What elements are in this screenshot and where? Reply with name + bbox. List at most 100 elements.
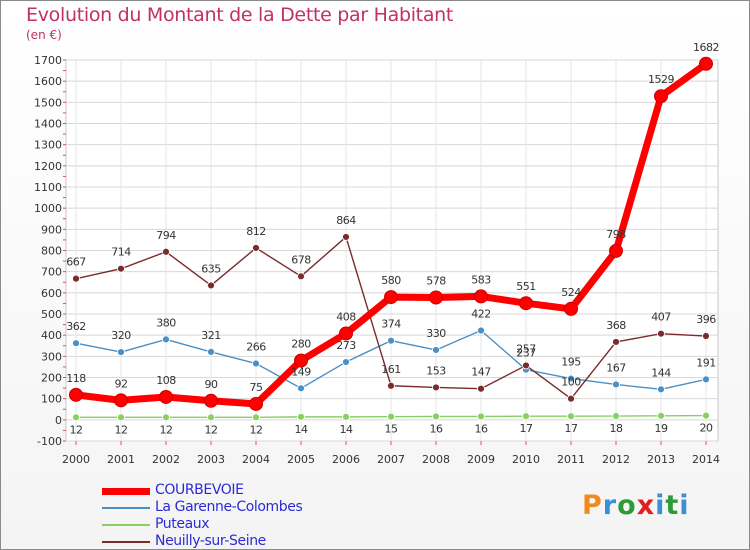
data-label: 266 — [246, 341, 266, 354]
y-tick-label: 900 — [41, 223, 62, 236]
data-point — [477, 384, 485, 393]
data-label: 798 — [606, 228, 626, 241]
data-label: 280 — [291, 338, 311, 351]
data-label: 90 — [205, 378, 218, 391]
data-point — [72, 339, 80, 348]
data-label: 118 — [66, 372, 86, 385]
data-point — [72, 413, 80, 422]
legend-label-puteaux: Puteaux — [155, 516, 210, 532]
logo-letter: P — [582, 490, 603, 521]
x-tick-label: 2000 — [62, 453, 90, 466]
data-point — [432, 383, 440, 392]
logo-letter: i — [655, 490, 666, 521]
data-label: 812 — [246, 225, 266, 238]
data-label: 12 — [205, 423, 218, 436]
data-label: 714 — [111, 246, 131, 259]
data-label: 153 — [426, 364, 446, 377]
data-point — [207, 347, 215, 356]
legend-swatch-puteaux — [102, 524, 150, 526]
data-label: 195 — [561, 356, 581, 369]
data-point — [564, 301, 578, 316]
data-label: 380 — [156, 316, 176, 329]
y-tick-label: 100 — [41, 393, 62, 406]
x-tick-label: 2007 — [377, 453, 405, 466]
data-point — [657, 411, 665, 420]
data-point — [657, 329, 665, 338]
data-point — [432, 412, 440, 421]
data-label: 396 — [696, 313, 716, 326]
data-point — [72, 274, 80, 283]
proxiti-logo: Proxiti — [582, 490, 690, 521]
x-tick-label: 2002 — [152, 453, 180, 466]
data-point — [207, 413, 215, 422]
y-tick-label: 1700 — [34, 54, 62, 67]
legend-swatch-neuilly-sur-seine — [102, 541, 150, 543]
x-tick-label: 2012 — [602, 453, 630, 466]
data-point — [252, 244, 260, 252]
legend-label-la-garenne-colombes: La Garenne-Colombes — [155, 499, 303, 515]
legend-label-neuilly-sur-seine: Neuilly-sur-Seine — [155, 533, 266, 549]
data-label: 362 — [66, 320, 86, 333]
data-label: 15 — [385, 423, 398, 436]
data-point — [117, 413, 125, 422]
data-point — [567, 412, 575, 421]
data-point — [342, 358, 350, 366]
data-label: 551 — [516, 280, 536, 293]
data-label: 12 — [70, 423, 83, 436]
data-label: 321 — [201, 329, 221, 342]
data-point — [117, 264, 125, 273]
y-tick-label: 300 — [41, 350, 62, 363]
data-point — [522, 361, 530, 370]
data-label: 16 — [430, 422, 443, 435]
data-label: 108 — [156, 374, 176, 387]
data-label: 147 — [471, 366, 491, 379]
data-point — [342, 233, 350, 241]
data-label: 12 — [160, 423, 173, 436]
logo-letter: r — [602, 490, 618, 521]
data-point — [69, 387, 83, 402]
data-label: 407 — [651, 311, 671, 324]
x-tick-label: 2009 — [467, 453, 495, 466]
y-tick-label: 1100 — [34, 181, 62, 194]
data-label: 14 — [340, 423, 353, 436]
logo-letter: x — [636, 490, 656, 521]
data-label: 578 — [426, 274, 446, 287]
data-point — [387, 412, 395, 421]
y-tick-label: 1000 — [34, 202, 62, 215]
legend-swatch-courbevoie — [102, 488, 150, 495]
logo-letter: i — [679, 490, 690, 521]
data-point — [429, 290, 443, 305]
data-point — [609, 243, 623, 258]
y-tick-label: 400 — [41, 329, 62, 342]
data-point — [387, 381, 395, 390]
data-point — [657, 385, 665, 394]
data-point — [612, 412, 620, 420]
data-label: 17 — [565, 422, 578, 435]
data-point — [249, 396, 263, 411]
data-point — [702, 332, 710, 340]
data-point — [477, 412, 485, 421]
data-point — [702, 411, 710, 420]
data-point — [567, 374, 575, 383]
y-tick-label: 1500 — [34, 96, 62, 109]
data-label: 257 — [516, 342, 536, 355]
data-label: 583 — [471, 273, 491, 286]
data-label: 161 — [381, 363, 401, 376]
x-tick-label: 2010 — [512, 453, 540, 466]
data-label: 422 — [471, 308, 491, 321]
logo-letter: t — [665, 490, 680, 521]
data-point — [117, 348, 125, 357]
y-tick-label: 700 — [41, 266, 62, 279]
data-label: 273 — [336, 339, 356, 352]
data-point — [207, 281, 215, 290]
data-point — [339, 326, 353, 341]
data-label: 524 — [561, 286, 581, 299]
y-tick-label: 1200 — [34, 160, 62, 173]
data-label: 12 — [115, 423, 128, 436]
data-label: 16 — [475, 422, 488, 435]
data-point — [162, 335, 170, 344]
legend-swatch-la-garenne-colombes — [102, 507, 150, 509]
data-label: 20 — [700, 422, 713, 435]
data-point — [699, 56, 713, 71]
data-point — [384, 290, 398, 305]
